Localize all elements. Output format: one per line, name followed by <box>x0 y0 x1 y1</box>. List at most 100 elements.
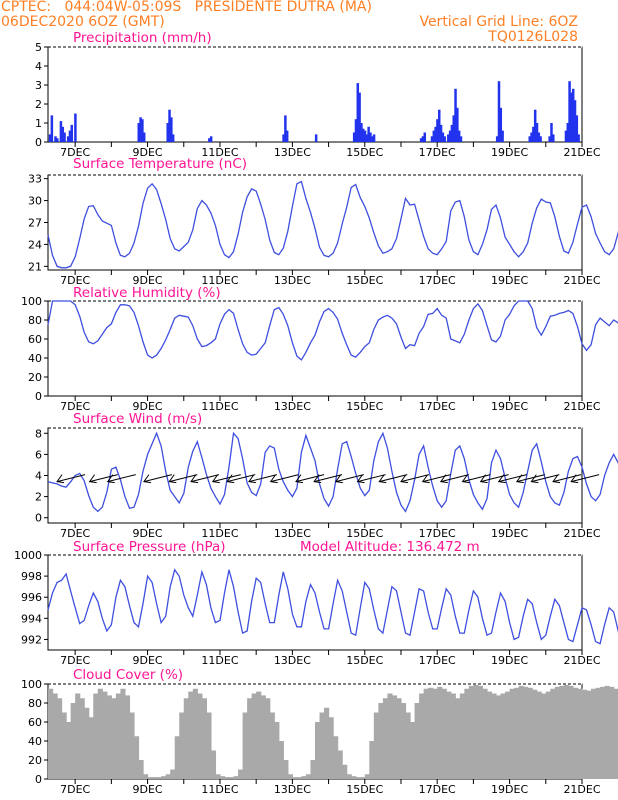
cloud-bar <box>505 691 511 779</box>
cloud-bar <box>165 774 171 779</box>
y-tick-label: 100 <box>21 295 42 308</box>
wind-arrow-head <box>400 474 409 484</box>
wind-arrow-head <box>461 474 470 484</box>
cloud-bar <box>595 687 601 779</box>
y-tick-label: 60 <box>28 716 42 729</box>
y-tick-label: 100 <box>21 678 42 691</box>
x-tick-label: 15DEC <box>346 274 383 287</box>
cloud-bar <box>265 698 271 779</box>
x-tick-label: 19DEC <box>491 274 528 287</box>
panel-frame <box>47 300 583 397</box>
cloud-bar <box>70 703 76 779</box>
panel-4: Surface Wind (m/s) 0 2 4 6 8 7DEC 9DEC 11DEC 13DE… <box>35 411 618 540</box>
precip-bar <box>432 130 436 142</box>
x-tick-label: 13DEC <box>274 274 311 287</box>
cloud-bar <box>477 685 484 779</box>
precip-bar <box>367 126 370 142</box>
wind-arrow-head <box>479 474 488 484</box>
cloud-bar <box>446 691 452 779</box>
precip-bar <box>497 81 501 142</box>
precip-bar <box>575 115 579 142</box>
cloud-bar <box>360 777 366 779</box>
x-tick-label: 15DEC <box>346 400 383 413</box>
panel-title: Relative Humidity (%) <box>73 285 221 301</box>
cloud-bar <box>459 693 465 779</box>
x-tick-label: 9DEC <box>133 400 163 413</box>
wind-arrow <box>295 474 325 483</box>
precip-bar <box>535 123 539 142</box>
x-tick-label: 15DEC <box>346 783 383 796</box>
cloud-bar <box>48 688 54 779</box>
wind-arrow <box>480 474 509 483</box>
precip-bar <box>419 138 423 142</box>
wind-arrow <box>143 474 173 483</box>
y-tick-label: 20 <box>28 754 42 767</box>
cloud-bar <box>201 698 207 779</box>
x-tick-label: 13DEC <box>274 400 311 413</box>
wind-arrow-head <box>530 474 539 484</box>
precip-bar <box>423 132 427 142</box>
precip-bar <box>372 134 376 142</box>
x-tick-label: 9DEC <box>133 527 163 540</box>
y-tick-label: 8 <box>35 427 42 440</box>
y-tick-label: 1000 <box>14 549 42 562</box>
precip-bar <box>171 134 175 142</box>
cloud-bar <box>124 695 131 779</box>
panel-1: Precipitation (mm/h) 0 1 2 3 4 5 7DEC 9DEC 11DEC 1… <box>35 30 601 159</box>
precip-bar <box>361 128 365 142</box>
precip-bar <box>356 83 360 142</box>
cloud-bar <box>283 760 289 779</box>
x-tick-label: 9DEC <box>133 146 163 159</box>
y-tick-label: 24 <box>28 238 42 251</box>
cloud-bar <box>450 693 456 779</box>
cloud-bar <box>152 777 158 779</box>
cloud-bar <box>88 717 94 779</box>
x-tick-label: 15DEC <box>346 527 383 540</box>
cloud-bar <box>423 688 429 779</box>
cloud-bar <box>613 688 618 779</box>
cloud-bar <box>229 777 235 779</box>
series-line <box>47 180 618 269</box>
cloud-bar <box>532 689 538 779</box>
wind-arrow-head <box>190 474 199 484</box>
cloud-bar <box>319 712 325 779</box>
x-tick-label: 17DEC <box>419 527 456 540</box>
cloud-bar <box>582 689 588 779</box>
cloud-bar <box>305 774 312 779</box>
wind-arrow-head <box>552 474 561 484</box>
cloud-bar <box>174 736 180 779</box>
cloud-bar <box>382 698 389 779</box>
wind-arrow <box>107 474 136 483</box>
precip-bar <box>434 126 437 142</box>
x-tick-label: 15DEC <box>346 146 383 159</box>
cloud-bar <box>346 774 352 779</box>
cloud-bar <box>292 777 298 779</box>
precip-bar <box>577 134 580 142</box>
cloud-bar <box>143 774 149 779</box>
y-tick-label: 40 <box>28 735 42 748</box>
cloud-bar <box>233 776 239 779</box>
x-tick-label: 21DEC <box>563 400 600 413</box>
y-tick-label: 994 <box>21 612 42 625</box>
x-tick-label: 7DEC <box>60 400 90 413</box>
precip-bar <box>70 124 74 142</box>
cloud-bar <box>111 698 117 779</box>
precip-bar <box>528 136 532 142</box>
cloud-bar <box>224 777 230 779</box>
x-tick-label: 13DEC <box>274 527 311 540</box>
wind-arrow <box>270 474 299 483</box>
cloud-bar <box>414 703 420 779</box>
wind-arrow <box>531 474 560 483</box>
precip-bar <box>452 115 455 142</box>
cloud-bar <box>278 741 284 779</box>
precip-bar <box>532 126 535 142</box>
cloud-bar <box>455 698 461 779</box>
x-tick-label: 19DEC <box>491 783 528 796</box>
cloud-bar <box>133 736 140 779</box>
cloud-bar <box>120 688 126 779</box>
wind-arrow-head <box>295 474 304 484</box>
cloud-bar <box>219 776 226 779</box>
cloud-bar <box>138 760 144 779</box>
panel-3: Relative Humidity (%) 0 20 40 60 80 100 7DEC 9DE… <box>21 285 618 413</box>
cloud-bar <box>170 769 176 779</box>
